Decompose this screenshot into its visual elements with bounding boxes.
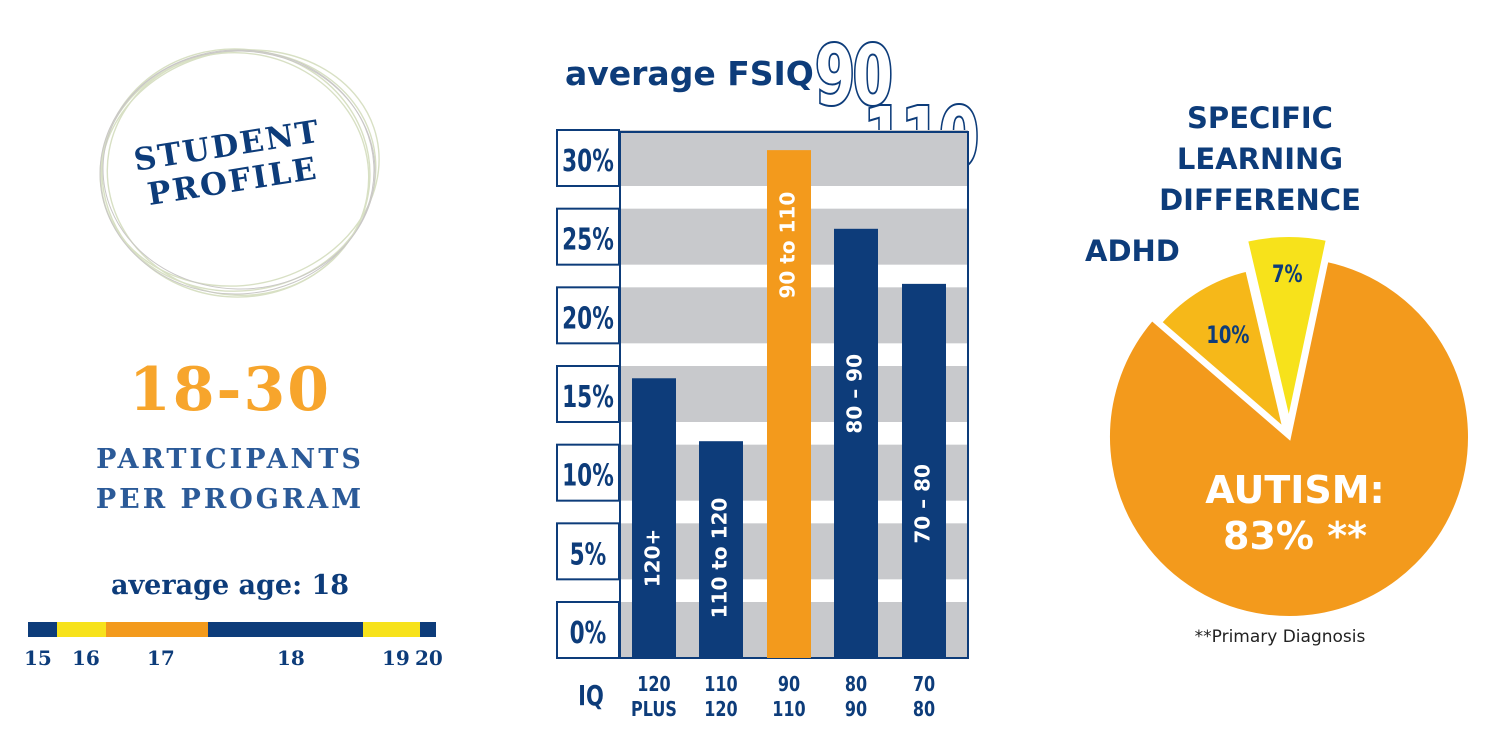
- participants-label-line1: PARTICIPANTS: [96, 444, 364, 475]
- bar-label-4: 70 – 80: [911, 464, 935, 544]
- x-label-bottom-0: PLUS: [631, 698, 677, 721]
- y-tick-label-6: 30%: [562, 145, 614, 179]
- participants-label-line2: PER PROGRAM: [95, 484, 365, 515]
- bar-2: [767, 150, 811, 658]
- y-tick-box-5: [556, 207, 620, 266]
- primary-diagnosis-footnote: **Primary Diagnosis: [1194, 627, 1366, 647]
- x-label-bottom-1: 120: [704, 698, 737, 721]
- bar-3: [834, 228, 878, 659]
- autism-value-label: 83% **: [1223, 514, 1367, 558]
- age-tick-15: 15: [24, 646, 52, 670]
- y-tick-box-1: [556, 522, 620, 581]
- pie-value-label-1: 10%: [1206, 321, 1249, 349]
- y-tick-box-6: [556, 129, 620, 187]
- bar-4: [902, 283, 946, 658]
- age-segment-16: [56, 622, 106, 637]
- x-label-bottom-2: 110: [772, 698, 805, 721]
- age-segment-19: [362, 622, 420, 637]
- age-tick-19: 19: [382, 646, 410, 670]
- autism-label-text: AUTISM:: [1205, 468, 1385, 512]
- x-label-top-4: 70: [913, 673, 935, 696]
- x-label-top-1: 110: [704, 673, 737, 696]
- pie-slice-1: [1157, 267, 1289, 436]
- pie-label-adhd: ADHD: [1085, 234, 1180, 268]
- x-label-top-0: 120: [637, 673, 670, 696]
- y-tick-box-3: [556, 365, 620, 423]
- y-tick-label-3: 15%: [562, 381, 614, 415]
- age-tick-20: 20: [415, 646, 443, 670]
- age-tick-16: 16: [72, 646, 100, 670]
- age-segment-20: [419, 622, 436, 637]
- age-segment-17: [105, 622, 208, 637]
- age-segment-18: [207, 622, 363, 637]
- y-tick-box-2: [556, 443, 620, 502]
- fsiq-chart-title: average FSIQ: [565, 54, 814, 93]
- bar-label-1: 110 to 120: [708, 498, 732, 619]
- age-distribution-bar: [28, 622, 436, 637]
- pie-label-autism: AUTISM: 83% **: [1190, 467, 1400, 559]
- x-label-bottom-4: 80: [913, 698, 935, 721]
- y-tick-box-0: [556, 601, 620, 659]
- bar-label-2: 90 to 110: [776, 192, 800, 299]
- pie-label-sld: SPECIFIC LEARNING DIFFERENCE: [1159, 101, 1361, 217]
- bar-label-3: 80 – 90: [843, 354, 867, 434]
- age-tick-17: 17: [147, 646, 175, 670]
- y-tick-label-4: 20%: [562, 302, 614, 336]
- bar-1: [699, 441, 743, 658]
- y-tick-label-1: 5%: [570, 538, 607, 572]
- sketch-circle-decoration: [99, 48, 380, 298]
- diagnosis-pie-chart: 10% 7%: [1106, 233, 1472, 620]
- x-label-top-3: 80: [845, 673, 867, 696]
- pie-value-label-2: 7%: [1272, 260, 1303, 288]
- age-tick-18: 18: [277, 646, 305, 670]
- pie-slice-2: [1243, 233, 1331, 424]
- x-label-bottom-3: 90: [845, 698, 867, 721]
- x-axis-label: IQ: [578, 679, 604, 712]
- x-label-top-2: 90: [778, 673, 800, 696]
- age-segment-15: [28, 622, 57, 637]
- y-tick-box-4: [556, 286, 620, 345]
- y-tick-label-0: 0%: [570, 617, 607, 651]
- fsiq-highlight-90: 90: [813, 29, 894, 124]
- participants-range: 18-30: [129, 355, 331, 425]
- y-tick-label-5: 25%: [562, 223, 614, 257]
- average-age-label: average age: 18: [110, 570, 350, 601]
- y-tick-label-2: 10%: [562, 459, 614, 493]
- bar-label-0: 120+: [641, 529, 665, 588]
- pie-slice-0: [1106, 257, 1472, 620]
- bar-0: [632, 378, 676, 658]
